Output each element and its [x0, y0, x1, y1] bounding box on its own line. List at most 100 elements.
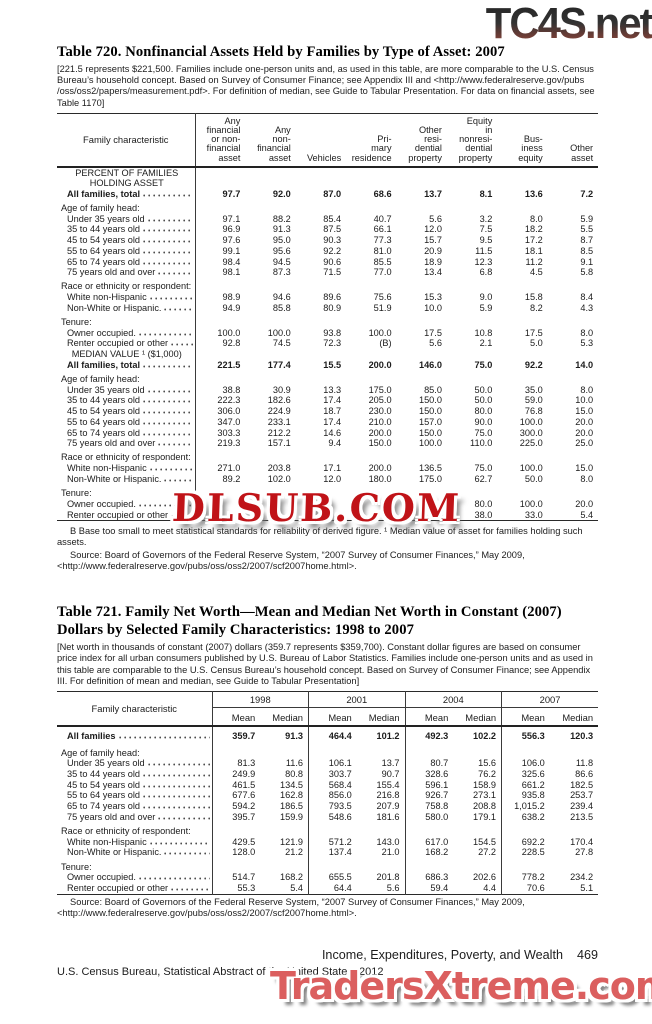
cell-value: 20.0: [575, 498, 594, 509]
cell-value: [397, 281, 447, 292]
cell-value: 15.3: [424, 292, 442, 303]
row-label-wrap: 55 to 64 years old: [61, 416, 193, 428]
row-label-cell: 35 to 44 years old: [57, 224, 196, 236]
cell-value: 100.0: [519, 416, 543, 427]
cell-value: [356, 858, 406, 862]
cell-value: [453, 861, 503, 873]
cell-value: [245, 167, 295, 189]
cell-value: 10.0: [424, 302, 442, 313]
dot-leader: [143, 416, 193, 425]
cell-value: [502, 862, 550, 873]
page-content: Table 720. Nonfinancial Assets Held by F…: [57, 0, 599, 919]
cell-value: 15.8: [524, 292, 543, 303]
cell-value: 207.9: [356, 801, 406, 812]
cell-value: [497, 374, 547, 385]
row-label-cell: [57, 199, 196, 204]
row-label-cell: Renter occupied or other: [57, 882, 213, 895]
group-label: Tenure:: [61, 861, 92, 872]
cell-value: 12.3: [474, 256, 493, 267]
cell-value: 556.3: [521, 731, 545, 742]
cell-value: 64.4: [333, 882, 352, 893]
cell-value: 70.6: [526, 882, 545, 893]
table-row: Renter occupied or other 92.8 74.5 72.3 (B) 5…: [57, 338, 598, 350]
row-label-wrap: Non-White or Hispanic.: [61, 473, 193, 485]
imprint-line: U.S. Census Bureau, Statistical Abstract…: [57, 966, 384, 978]
cell-value: 1,015.2: [514, 801, 545, 812]
row-label: 65 to 74 years old: [67, 256, 141, 267]
group-label: Age of family head:: [61, 747, 140, 758]
cell-value: [447, 167, 497, 189]
cell-value: 5.6: [356, 882, 406, 895]
cell-value: 98.9: [222, 292, 241, 303]
cell-value: 8.2: [529, 302, 543, 313]
year-header: 2001: [308, 691, 406, 709]
row-label-cell: Race or ethnicity of respondent:: [57, 452, 196, 464]
row-label-wrap: 55 to 64 years old: [61, 790, 210, 801]
row-label-cell: Under 35 years old: [57, 213, 196, 225]
cell-value: 12.0: [323, 473, 342, 484]
cell-value: 222.3: [217, 395, 241, 406]
cell-value: 225.0: [519, 438, 543, 449]
cell-value: 94.9: [222, 302, 241, 313]
dot-leader: [143, 256, 193, 265]
stat-header: Median: [260, 707, 310, 727]
cell-value: 273.1: [453, 790, 503, 802]
cell-value: 95.6: [272, 245, 291, 256]
cell-value: 8.0: [580, 327, 594, 338]
row-label: White non-Hispanic: [67, 292, 147, 303]
cell-value: 18.9: [424, 256, 442, 267]
cell-value: 80.7: [430, 758, 449, 769]
cell-value: [397, 167, 447, 189]
table-row: Under 35 years old 97.1 88.2 85.4 40.7 5.6 3.2…: [57, 213, 598, 225]
cell-value: 38.0: [474, 509, 493, 520]
row-label-cell: Renter occupied or other: [57, 509, 196, 521]
cell-value: 76.8: [524, 406, 543, 417]
row-label-cell: [57, 822, 213, 826]
cell-value: 100.0: [217, 327, 241, 338]
cell-value: 11.6: [260, 758, 310, 769]
cell-value: [453, 744, 503, 748]
row-label: 75 years old and over: [67, 267, 156, 278]
cell-value: 686.3: [425, 872, 449, 883]
table-721: Family characteristic 1998 2001 2004 2007 Mea…: [57, 691, 599, 895]
group-label-row: Tenure:: [57, 861, 598, 873]
cell-value: [497, 281, 547, 292]
row-label-wrap: White non-Hispanic: [61, 463, 193, 474]
cell-value: 2.1: [479, 338, 493, 349]
spacer-row: [57, 370, 598, 375]
row-label-cell: Non-White or Hispanic.: [57, 473, 196, 485]
cell-value: 182.6: [267, 395, 291, 406]
cell-value: [447, 349, 497, 360]
cell-value: [296, 317, 346, 328]
cell-value: 548.6: [328, 811, 352, 822]
cell-value: 170.4: [570, 836, 594, 847]
column-header: Any non- financial asset: [257, 125, 291, 163]
row-label-cell: [57, 277, 196, 282]
cell-value: 50.0: [524, 473, 543, 484]
cell-value: 91.3: [272, 224, 291, 235]
cell-value: 580.0: [425, 811, 449, 822]
cell-value: 5.3: [580, 338, 594, 349]
cell-value: [397, 452, 447, 463]
cell-value: 200.0: [368, 427, 392, 438]
cell-value: 55.3: [237, 882, 256, 893]
cell-value: 77.3: [373, 235, 392, 246]
table720-headnote: [221.5 represents $221,500. Families inc…: [57, 64, 595, 108]
table-row: Non-White or Hispanic. 89.2 102.0 12.0 180.0…: [57, 473, 598, 485]
row-label-cell: Race or ethnicity of respondent:: [57, 825, 213, 837]
table-row: White non-Hispanic 98.9 94.6 89.6 75.6 15.3 9.…: [57, 292, 598, 303]
row-label-cell: [57, 744, 213, 748]
table-row: White non-Hispanic 429.5 121.9 571.2 143.0 61…: [57, 836, 598, 848]
cell-value: [550, 862, 598, 873]
cell-value: 143.0: [356, 836, 406, 848]
cell-value: 594.2: [232, 801, 256, 812]
dot-leader: [143, 427, 193, 436]
cell-value: 11.2: [525, 256, 543, 267]
row-label-wrap: 45 to 54 years old: [61, 406, 193, 417]
row-label-cell: 35 to 44 years old: [57, 395, 196, 407]
table-row: 65 to 74 years old 594.2 186.5 793.5 207.9 75…: [57, 801, 598, 812]
table-row: All families, total 221.5 177.4 15.5 200.0 14…: [57, 359, 598, 371]
cell-value: 208.8: [453, 801, 503, 812]
cell-value: [195, 281, 245, 292]
cell-value: 150.0: [418, 427, 442, 438]
